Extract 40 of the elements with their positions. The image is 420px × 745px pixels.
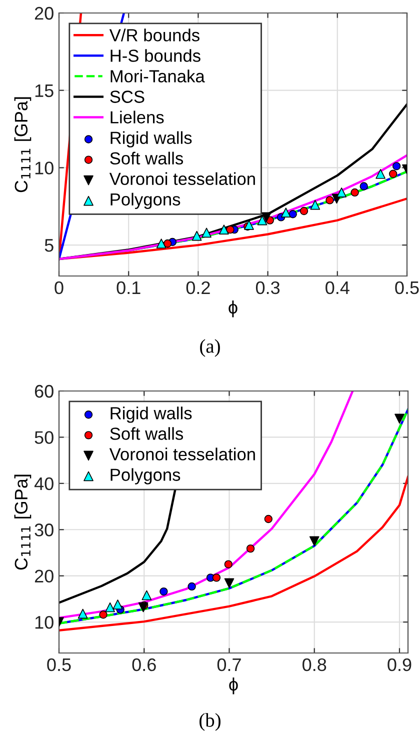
x-tick-label: 0.6 xyxy=(132,658,156,672)
y-tick-label: 40 xyxy=(34,477,54,490)
x-tick-label: 0.1 xyxy=(116,281,140,294)
y-tick-label: 20 xyxy=(34,6,54,20)
x-tick-label: 0.2 xyxy=(186,281,210,294)
x-tick-label: 0.5 xyxy=(47,658,71,672)
legend-label: Rigid walls xyxy=(110,131,192,148)
legend-label: Polygons xyxy=(110,192,180,209)
x-tick-label: 0.7 xyxy=(217,658,241,672)
y-tick-label: 50 xyxy=(34,431,54,444)
legend-label: V/R bounds xyxy=(109,28,200,42)
y-tick-label: 60 xyxy=(34,384,54,398)
legend-label: Voronoi tesselation xyxy=(109,172,255,186)
x-axis-title: ϕ xyxy=(229,677,238,694)
y-tick-label: 20 xyxy=(34,570,54,583)
y-tick-label: 15 xyxy=(35,84,54,98)
legend-label: Polygons xyxy=(110,468,180,484)
x-axis-title: ϕ xyxy=(228,300,238,318)
x-tick-label: 0.9 xyxy=(388,658,412,672)
y-tick-label: 30 xyxy=(34,524,54,536)
y-axis-title: C$_{1111}$ [GPa] xyxy=(14,474,32,570)
legend-label: Soft walls xyxy=(110,427,184,440)
y-tick-label: 5 xyxy=(44,239,54,252)
x-tick-label: 0.8 xyxy=(302,658,326,672)
legend-label: Soft walls xyxy=(110,152,184,165)
text: (a) xyxy=(200,339,220,357)
legend-label: Rigid walls xyxy=(110,406,192,423)
legend-label: Mori-Tanaka xyxy=(110,70,205,82)
legend-label: SCS xyxy=(110,90,144,103)
y-axis-title: C$_{1111}$ [GPa] xyxy=(14,97,32,192)
x-tick-label: 0 xyxy=(54,281,64,294)
legend-label: Voronoi tesselation xyxy=(109,448,255,460)
x-tick-label: 0.5 xyxy=(395,281,419,294)
y-tick-label: 10 xyxy=(35,162,54,174)
legend-label: H-S bounds xyxy=(110,49,200,62)
legend-label: Lielens xyxy=(110,110,164,124)
text: (b) xyxy=(200,713,220,731)
x-tick-label: 0.4 xyxy=(326,281,350,294)
y-tick-label: 10 xyxy=(35,616,54,629)
x-tick-label: 0.3 xyxy=(256,281,280,294)
